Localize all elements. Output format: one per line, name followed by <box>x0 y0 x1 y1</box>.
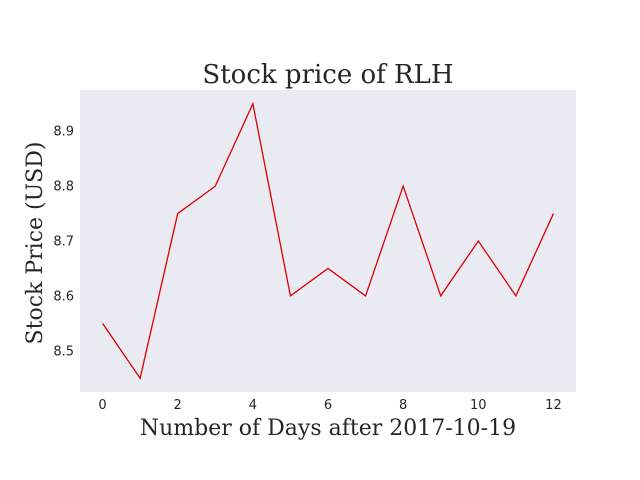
x-tick-label: 0 <box>98 398 106 413</box>
x-tick-labels: 0 2 4 6 8 10 12 <box>98 398 561 413</box>
series-layer <box>102 101 555 380</box>
x-tick-label: 10 <box>470 398 487 413</box>
y-tick-label: 8.9 <box>53 125 74 140</box>
y-axis-label: Stock Price (USD) <box>23 142 48 345</box>
x-tick-label: 2 <box>174 398 182 413</box>
x-tick-label: 8 <box>399 398 407 413</box>
x-tick-label: 6 <box>324 398 332 413</box>
plot-area <box>80 90 576 392</box>
x-axis-label: Number of Days after 2017-10-19 <box>140 416 516 441</box>
chart-title: Stock price of RLH <box>202 60 453 90</box>
y-tick-label: 8.5 <box>53 344 74 359</box>
y-tick-label: 8.6 <box>53 289 74 304</box>
y-tick-label: 8.7 <box>53 235 74 250</box>
x-tick-label: 12 <box>545 398 562 413</box>
series-line <box>102 101 555 380</box>
y-tick-labels: 8.5 8.6 8.7 8.8 8.9 <box>53 125 74 360</box>
x-tick-label: 4 <box>249 398 257 413</box>
y-tick-label: 8.8 <box>53 180 74 195</box>
